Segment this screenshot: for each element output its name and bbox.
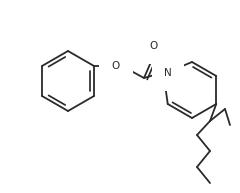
Text: O: O (112, 61, 120, 71)
Text: N: N (164, 68, 172, 78)
Text: O: O (150, 41, 158, 51)
